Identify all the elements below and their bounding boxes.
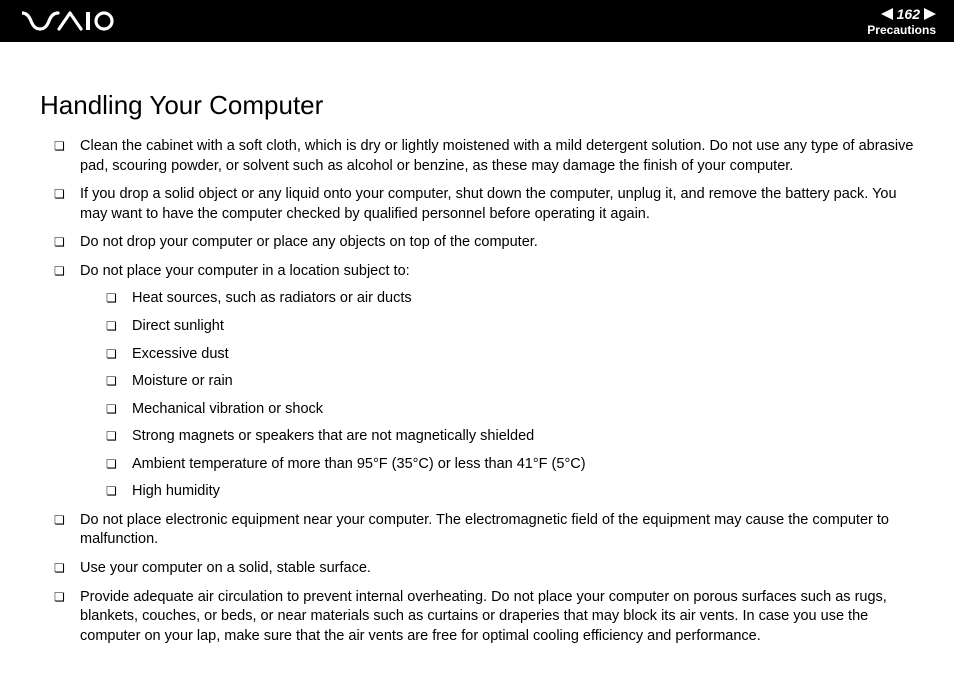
header-nav: 162 Precautions bbox=[867, 6, 936, 37]
page-number: 162 bbox=[897, 6, 920, 22]
list-item: Do not place your computer in a location… bbox=[54, 262, 914, 502]
page-content: Handling Your Computer Clean the cabinet… bbox=[0, 42, 954, 646]
bullet-list: Clean the cabinet with a soft cloth, whi… bbox=[40, 137, 914, 646]
list-item: Use your computer on a solid, stable sur… bbox=[54, 559, 914, 579]
list-item: Ambient temperature of more than 95°F (3… bbox=[106, 455, 914, 475]
list-item: Do not place electronic equipment near y… bbox=[54, 511, 914, 550]
list-item: Mechanical vibration or shock bbox=[106, 400, 914, 420]
vaio-logo bbox=[22, 11, 114, 31]
next-page-arrow-icon[interactable] bbox=[924, 8, 936, 20]
header-bar: 162 Precautions bbox=[0, 0, 954, 42]
list-item: Heat sources, such as radiators or air d… bbox=[106, 289, 914, 309]
list-item: Strong magnets or speakers that are not … bbox=[106, 427, 914, 447]
list-item: Moisture or rain bbox=[106, 372, 914, 392]
list-item: Clean the cabinet with a soft cloth, whi… bbox=[54, 137, 914, 176]
list-item: Do not drop your computer or place any o… bbox=[54, 233, 914, 253]
prev-page-arrow-icon[interactable] bbox=[881, 8, 893, 20]
section-label: Precautions bbox=[867, 23, 936, 37]
list-item: Direct sunlight bbox=[106, 317, 914, 337]
page-nav: 162 bbox=[881, 6, 936, 22]
list-item-text: Do not place your computer in a location… bbox=[80, 263, 410, 279]
list-item: If you drop a solid object or any liquid… bbox=[54, 185, 914, 224]
sub-bullet-list: Heat sources, such as radiators or air d… bbox=[80, 289, 914, 502]
vaio-logo-svg bbox=[22, 11, 114, 31]
list-item: High humidity bbox=[106, 482, 914, 502]
page-title: Handling Your Computer bbox=[40, 90, 914, 121]
list-item: Excessive dust bbox=[106, 345, 914, 365]
list-item: Provide adequate air circulation to prev… bbox=[54, 588, 914, 647]
